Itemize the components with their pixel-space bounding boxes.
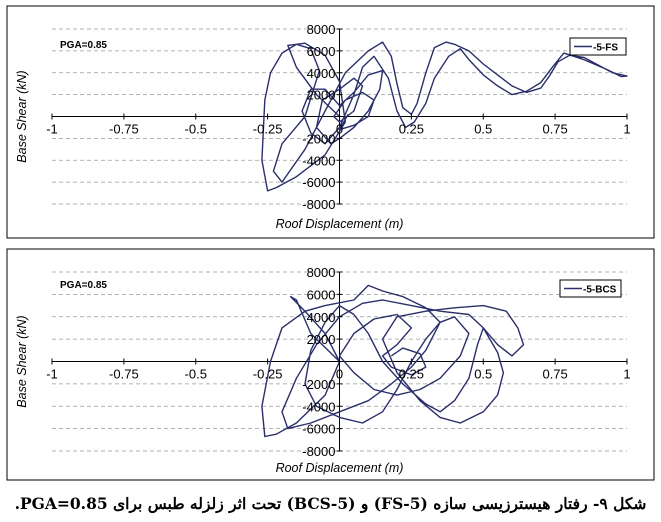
x-tick-label: 0.25 (399, 367, 424, 382)
y-tick-label: -6000 (302, 175, 335, 190)
pga-annotation: PGA=0.85 (60, 280, 107, 291)
x-tick-label: -0.25 (253, 122, 283, 137)
chart-fs: -1 -0.75 -0.5 -0.25 0 0.25 0.5 0.75 1 8000 6000 400… (6, 5, 655, 239)
legend-box (559, 279, 622, 298)
y-tick-label: 2000 (307, 88, 336, 103)
y-tick-label: -4000 (302, 153, 335, 168)
legend-box (569, 37, 627, 56)
x-tick-label: -0.75 (109, 122, 139, 137)
x-tick-label: -1 (46, 367, 58, 382)
y-axis-title: Base Shear (kN) (15, 315, 29, 407)
x-tick-label: 0 (336, 367, 343, 382)
y-tick-label: 4000 (307, 66, 336, 81)
chart-panel-bcs: -1 -0.75 -0.5 -0.25 0 0.25 0.5 0.75 1 8000 6000 400… (0, 245, 661, 485)
legend-label: -5-BCS (583, 285, 617, 296)
y-tick-label: 6000 (307, 44, 336, 59)
pga-annotation: PGA=0.85 (60, 40, 107, 51)
x-tick-label: 0.5 (474, 367, 492, 382)
y-tick-label: -2000 (302, 131, 335, 146)
x-tick-label: 0.5 (474, 122, 492, 137)
y-tick-label: 4000 (307, 310, 336, 325)
x-tick-label: 0.75 (542, 122, 567, 137)
x-axis-title: Roof Displacement (m) (276, 461, 404, 475)
y-tick-label: 2000 (307, 332, 336, 347)
y-axis-title: Base Shear (kN) (15, 70, 29, 162)
y-tick-label: 8000 (307, 265, 336, 280)
x-tick-label: 0.25 (399, 122, 424, 137)
series-line-5-bcs (261, 284, 525, 438)
x-tick-label: -0.5 (185, 122, 207, 137)
chart-bcs: -1 -0.75 -0.5 -0.25 0 0.25 0.5 0.75 1 8000 6000 400… (6, 248, 655, 481)
x-tick-label: -0.75 (109, 367, 139, 382)
y-tick-label: -6000 (302, 422, 335, 437)
x-tick-label: 1 (623, 367, 630, 382)
chart-frame (6, 248, 655, 481)
y-tick-label: -4000 (302, 399, 335, 414)
y-tick-label: -8000 (302, 197, 335, 212)
legend-label: -5-FS (593, 43, 618, 54)
chart-frame (6, 5, 655, 239)
chart-panel-fs: -1 -0.75 -0.5 -0.25 0 0.25 0.5 0.75 1 8000 6000 400… (0, 0, 661, 243)
y-tick-label: 8000 (307, 22, 336, 37)
y-tick-label: 6000 (307, 287, 336, 302)
x-tick-label: 1 (623, 122, 630, 137)
x-tick-label: 0 (336, 122, 343, 137)
x-tick-label: 0.75 (542, 367, 567, 382)
x-tick-label: -0.5 (185, 367, 207, 382)
x-tick-label: -1 (46, 122, 58, 137)
figure-caption: شکل ۹- رفتار هیسترزیسی سازه (5-FS) و (5-… (14, 494, 647, 513)
x-axis-title: Roof Displacement (m) (276, 217, 404, 231)
x-tick-label: -0.25 (253, 367, 283, 382)
series-line-5-fs (261, 41, 628, 192)
y-tick-label: -2000 (302, 377, 335, 392)
y-tick-label: -8000 (302, 444, 335, 459)
